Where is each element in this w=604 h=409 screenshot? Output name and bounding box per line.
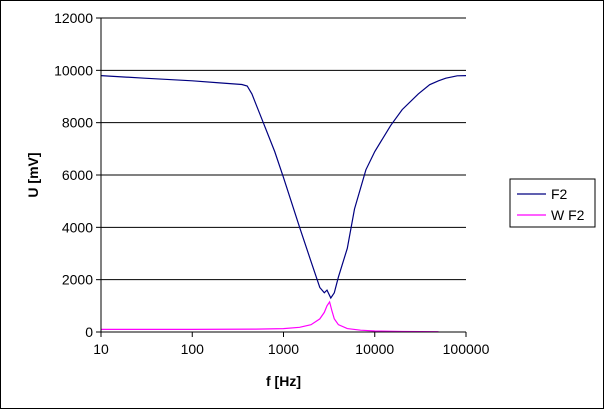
legend: F2 W F2 [509, 178, 596, 228]
series-line-f2 [100, 75, 467, 300]
series-line-w-f2 [101, 300, 439, 333]
y-tick-label: 6000 [62, 167, 93, 183]
grid-layer [101, 17, 466, 281]
axis-layer [96, 17, 467, 337]
y-tick-label: 2000 [62, 272, 93, 288]
x-tick-label: 100000 [443, 341, 490, 357]
series-layer [100, 75, 467, 333]
legend-label-f2: F2 [551, 186, 568, 202]
x-tick-label: 10 [93, 341, 109, 357]
y-tick-label: 0 [85, 324, 93, 340]
x-tick-label: 10000 [355, 341, 394, 357]
y-tick-label: 10000 [54, 62, 93, 78]
x-tick-label: 100 [181, 341, 205, 357]
x-tick-label: 1000 [268, 341, 299, 357]
legend-label-w-f2: W F2 [551, 207, 585, 223]
y-tick-label: 8000 [62, 115, 93, 131]
y-tick-label: 4000 [62, 219, 93, 235]
x-axis-title: f [Hz] [266, 373, 301, 389]
tick-label-layer: 0 2000 4000 6000 8000 10000 12000 10 100 1000 1000… [54, 10, 490, 357]
legend-box [509, 178, 596, 228]
y-tick-label: 12000 [54, 10, 93, 26]
y-axis-title: U [mV] [25, 152, 41, 197]
